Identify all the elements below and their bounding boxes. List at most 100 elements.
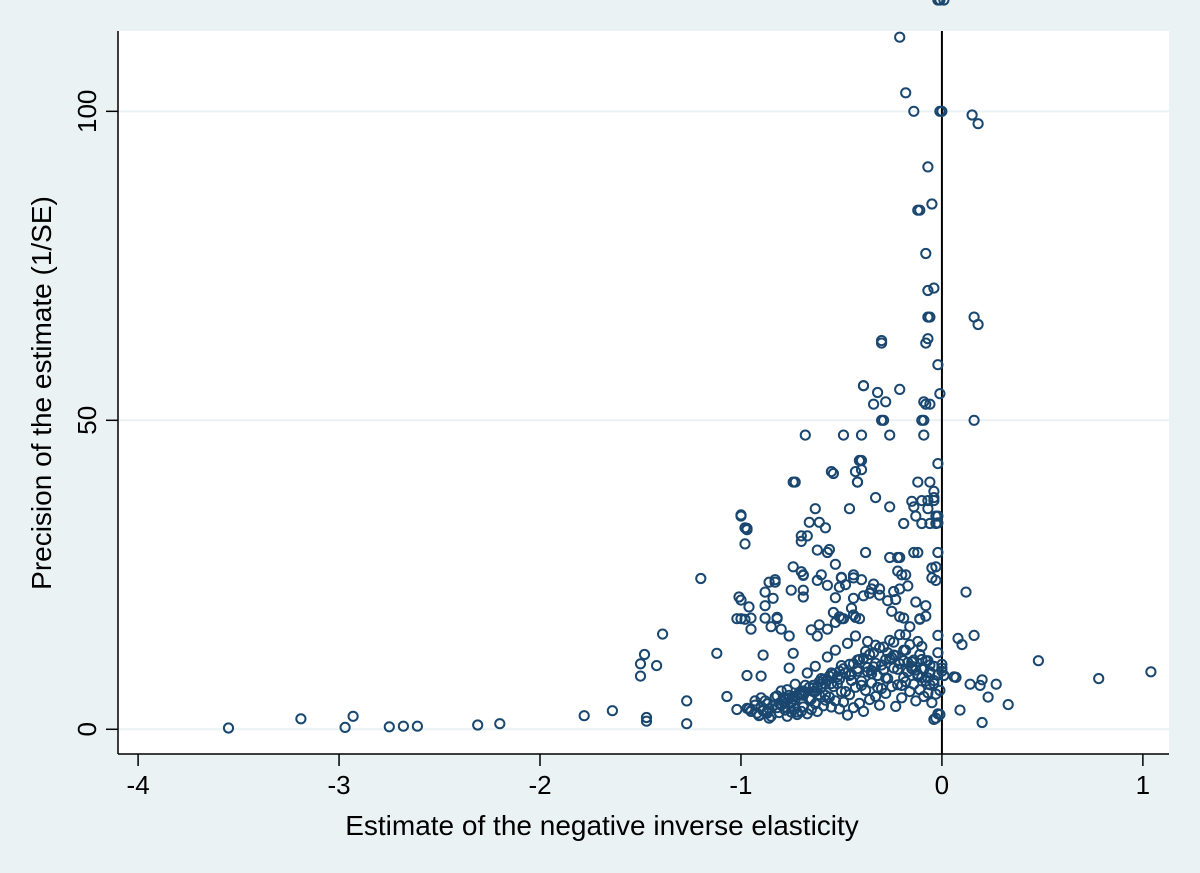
- data-point: [751, 707, 763, 719]
- data-point: [755, 670, 767, 682]
- data-point: [799, 429, 811, 441]
- data-point: [795, 566, 807, 578]
- data-point: [916, 517, 928, 530]
- data-point: [765, 621, 777, 633]
- data-point: [920, 398, 932, 410]
- data-point: [837, 696, 850, 708]
- data-point: [894, 611, 906, 623]
- data-point: [922, 284, 934, 297]
- data-point: [801, 530, 813, 542]
- data-point: [892, 663, 904, 675]
- data-point: [920, 247, 932, 260]
- data-point: [811, 544, 823, 556]
- data-point: [797, 591, 809, 603]
- data-point: [640, 715, 653, 727]
- data-point: [829, 558, 842, 570]
- data-point: [849, 466, 862, 478]
- data-point: [795, 535, 807, 548]
- data-point: [779, 697, 791, 709]
- data-point: [870, 657, 882, 669]
- data-point: [763, 576, 775, 588]
- data-point: [821, 651, 834, 663]
- data-point: [853, 613, 866, 625]
- data-point: [821, 546, 834, 559]
- data-point: [681, 718, 693, 730]
- data-point: [884, 501, 896, 513]
- data-point: [896, 679, 908, 692]
- data-point: [866, 668, 878, 680]
- data-point: [880, 672, 892, 684]
- data-point: [809, 503, 821, 515]
- data-point: [954, 704, 966, 716]
- data-point: [851, 665, 864, 677]
- data-point: [876, 335, 888, 347]
- data-point: [739, 613, 751, 625]
- data-point: [711, 647, 723, 659]
- data-point: [829, 592, 842, 604]
- data-point: [922, 672, 934, 684]
- data-point: [787, 476, 799, 488]
- data-point: [874, 589, 886, 601]
- data-point: [956, 639, 968, 651]
- data-point: [872, 681, 884, 693]
- data-point: [849, 681, 862, 693]
- data-point: [739, 538, 751, 550]
- data-point: [606, 705, 619, 717]
- data-point: [924, 311, 936, 323]
- data-point: [864, 694, 876, 706]
- data-point: [821, 579, 834, 591]
- x-tick-label: -1: [729, 770, 752, 800]
- x-tick-label: -2: [528, 770, 551, 800]
- data-point: [789, 678, 801, 690]
- data-point: [888, 636, 900, 648]
- data-point: [924, 398, 936, 410]
- data-point: [948, 671, 960, 683]
- data-point: [918, 396, 930, 408]
- data-point: [972, 318, 984, 331]
- data-point: [847, 592, 860, 604]
- data-point: [882, 595, 894, 607]
- data-point: [874, 699, 886, 711]
- data-point: [825, 466, 838, 478]
- data-point: [884, 429, 896, 441]
- data-point: [876, 414, 888, 426]
- data-point: [928, 713, 940, 726]
- data-point: [731, 703, 743, 716]
- data-point: [735, 613, 747, 625]
- x-axis-label: Estimate of the negative inverse elastic…: [345, 810, 859, 841]
- data-point: [924, 517, 936, 530]
- data-point: [922, 503, 934, 515]
- data-point: [855, 574, 868, 586]
- data-point: [908, 105, 920, 117]
- data-point: [938, 669, 950, 682]
- data-point: [916, 414, 928, 426]
- data-point: [910, 510, 922, 522]
- data-point: [916, 653, 928, 666]
- data-point: [920, 600, 932, 612]
- data-point: [918, 429, 930, 441]
- data-point: [932, 458, 944, 470]
- data-point: [930, 574, 942, 587]
- data-point: [890, 593, 902, 606]
- data-point: [813, 619, 825, 631]
- data-point: [860, 684, 872, 697]
- data-point: [916, 671, 928, 684]
- data-point: [839, 579, 852, 591]
- data-point: [855, 429, 868, 441]
- data-point: [769, 576, 781, 588]
- data-point: [934, 684, 946, 697]
- data-point: [930, 517, 942, 530]
- data-point: [898, 655, 910, 667]
- data-point: [922, 161, 934, 173]
- data-point: [777, 695, 789, 708]
- data-point: [966, 109, 978, 121]
- data-point: [841, 709, 854, 721]
- data-point: [805, 624, 817, 636]
- data-point: [916, 495, 928, 507]
- data-point: [894, 629, 906, 641]
- data-point: [934, 388, 946, 400]
- data-point: [906, 663, 918, 675]
- data-point: [811, 630, 823, 642]
- x-tick-label: -3: [327, 770, 350, 800]
